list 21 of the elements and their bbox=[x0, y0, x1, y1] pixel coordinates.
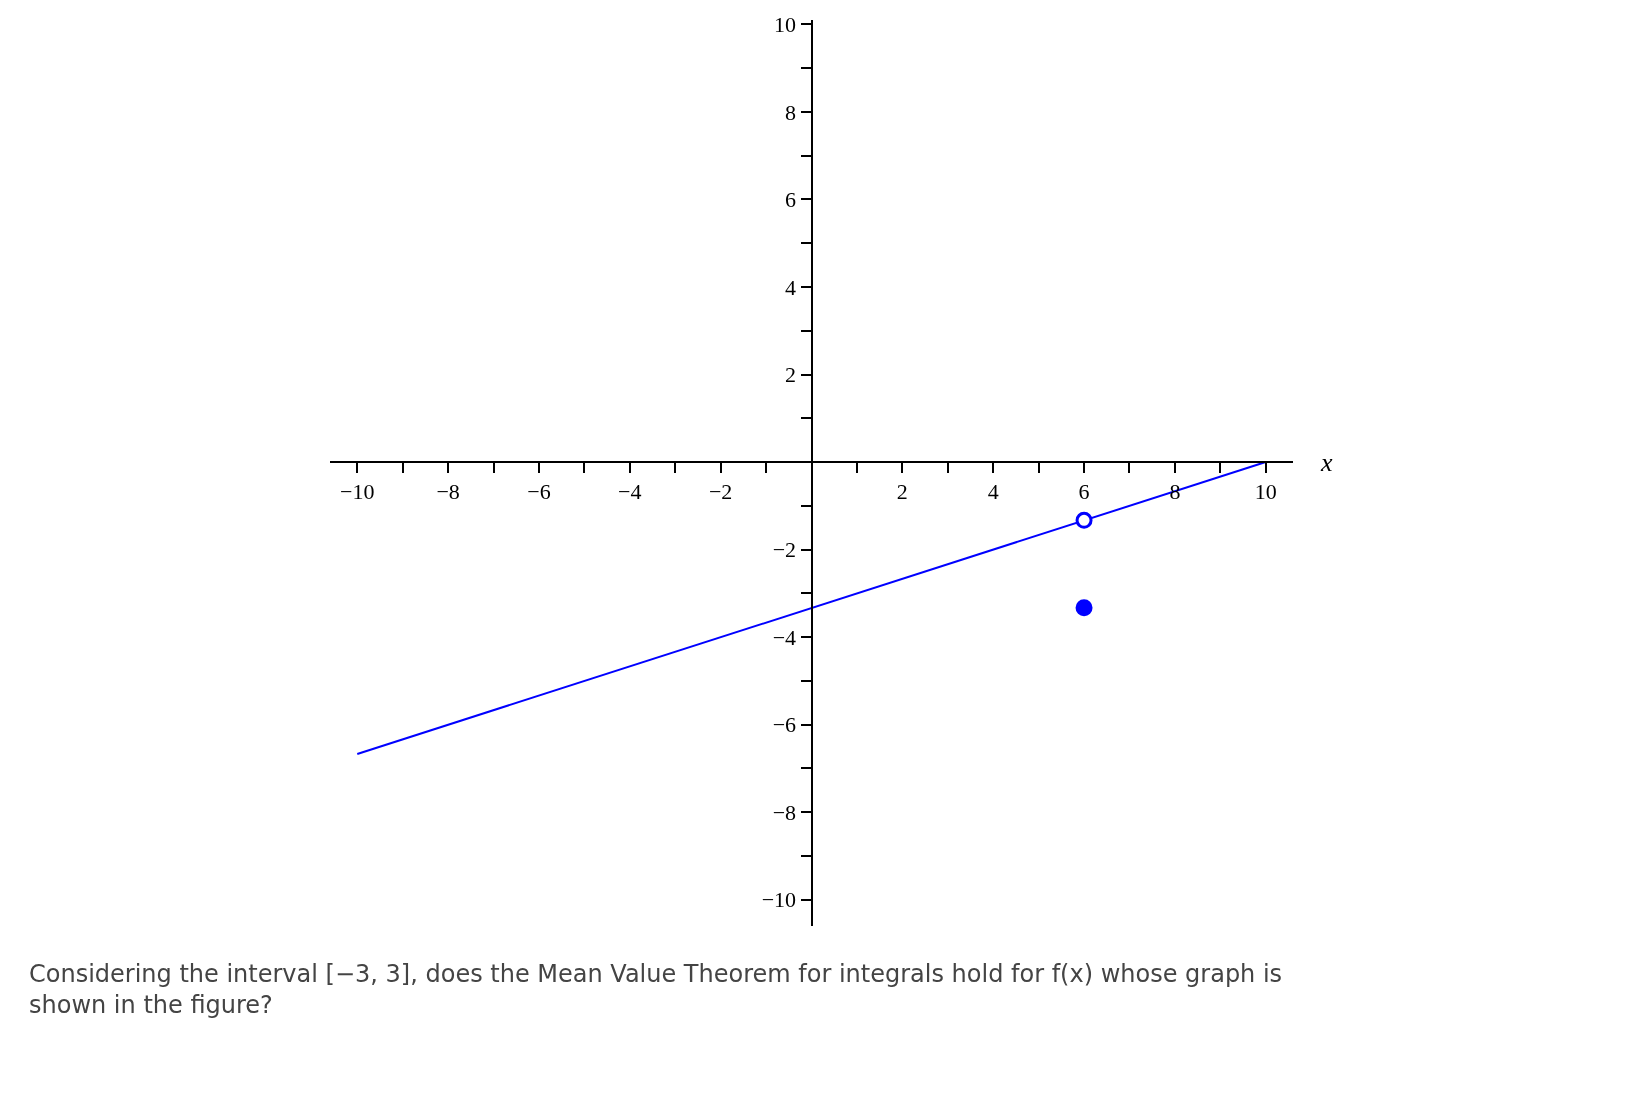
y-tick-label: 8 bbox=[785, 99, 797, 125]
y-tick-label: −2 bbox=[772, 537, 797, 563]
x-tick-label: −2 bbox=[708, 479, 733, 505]
x-tick-label: 10 bbox=[1254, 479, 1277, 505]
y-tick-label: −6 bbox=[772, 712, 797, 738]
x-axis-title: x bbox=[1320, 448, 1333, 477]
x-tick-label: −10 bbox=[340, 479, 375, 505]
y-tick-label: 10 bbox=[774, 12, 797, 38]
x-tick-label: −6 bbox=[527, 479, 551, 505]
x-tick-label: 2 bbox=[896, 479, 908, 505]
x-tick-label: 6 bbox=[1078, 479, 1090, 505]
x-tick-label: −8 bbox=[436, 479, 460, 505]
y-tick-label: 2 bbox=[785, 362, 797, 388]
y-tick-label: −4 bbox=[772, 624, 797, 650]
x-tick-label: 4 bbox=[987, 479, 999, 505]
x-tick-label: −4 bbox=[618, 479, 642, 505]
y-tick-label: −8 bbox=[772, 799, 797, 825]
y-tick-label: 4 bbox=[785, 274, 797, 300]
text: Considering the interval [−3, 3], does the Mean Value Theorem for integrals hold for f(x) whose graph is shown in the figure? bbox=[29, 960, 1283, 1020]
y-tick-label: −10 bbox=[761, 887, 797, 913]
y-tick-label: 6 bbox=[785, 187, 797, 213]
